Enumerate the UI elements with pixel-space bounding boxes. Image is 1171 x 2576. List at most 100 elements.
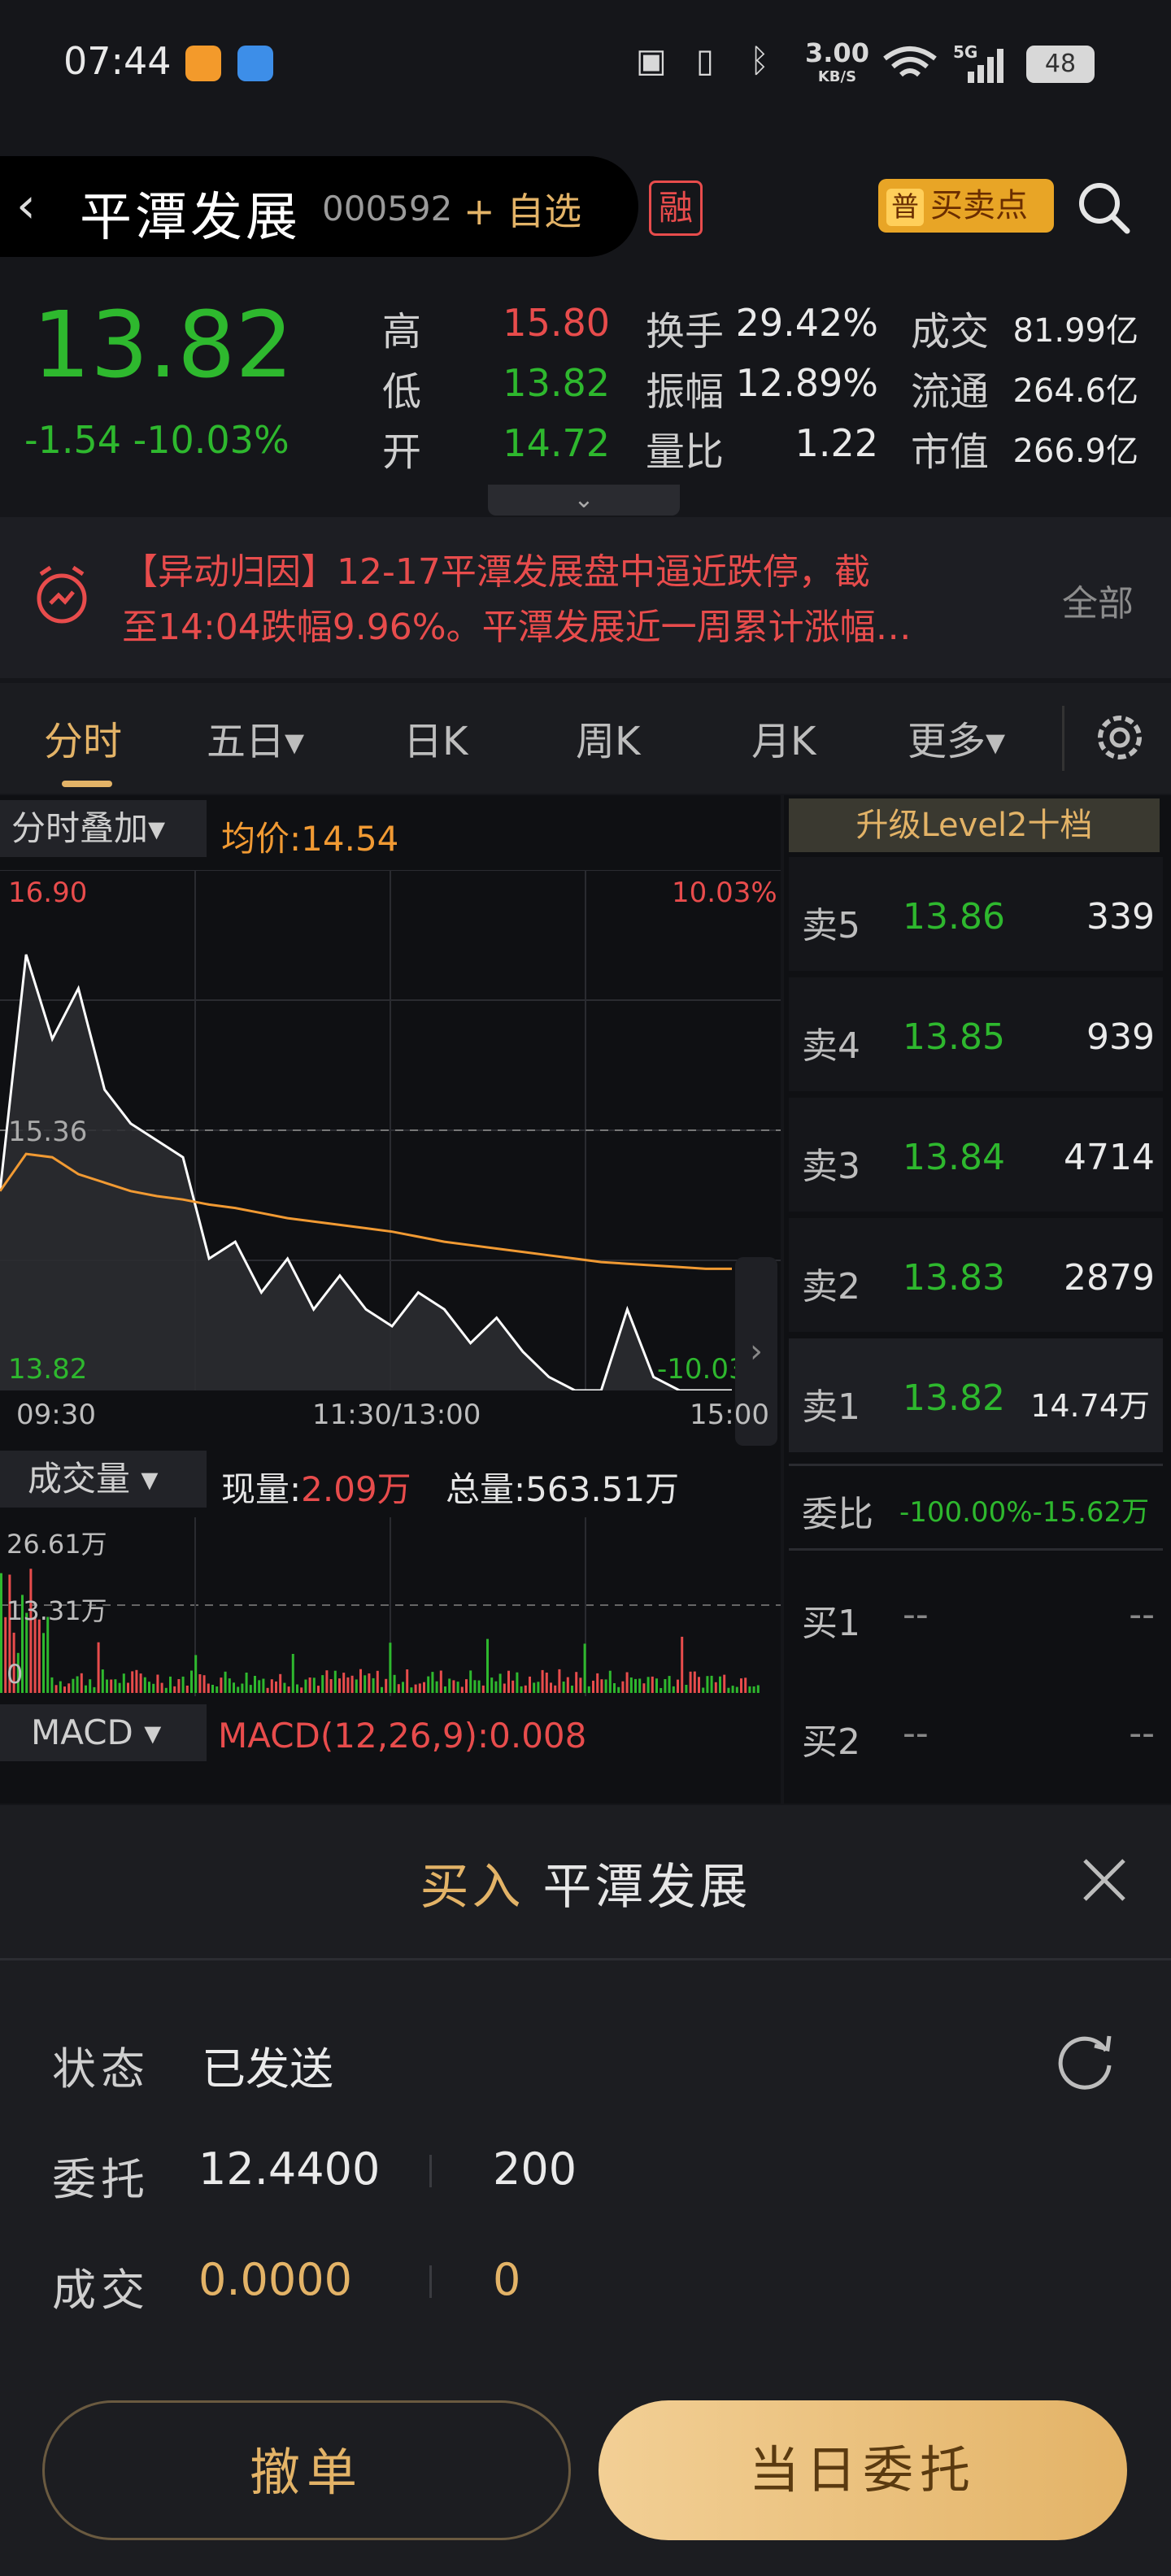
- battery-indicator: 48: [1026, 46, 1095, 83]
- ask-4-label: 卖4: [802, 1025, 860, 1067]
- y-axis-bottom-label: 13.82: [8, 1353, 88, 1386]
- ask-2-price: 13.83: [903, 1257, 1005, 1299]
- volume-bar: [554, 1685, 557, 1693]
- volume-bar: [414, 1684, 417, 1693]
- ask-row-2: [789, 1218, 1163, 1332]
- expand-quote-chevron-icon[interactable]: ⌄: [488, 485, 680, 516]
- volume-axis-mid: 13.31万: [7, 1595, 107, 1626]
- volume-bar: [76, 1676, 79, 1693]
- tab-daily-k[interactable]: 日K: [403, 719, 468, 764]
- search-icon[interactable]: [1075, 179, 1132, 236]
- volume-bar: [346, 1677, 350, 1693]
- avg-price-value: 14.54: [301, 819, 399, 859]
- news-line-2: 至14:04跌幅9.96%。平潭发展近一周累计涨幅…: [122, 607, 912, 648]
- bid-2-label: 买2: [802, 1721, 860, 1763]
- buy-sell-points-button[interactable]: 普买卖点: [878, 179, 1054, 233]
- turnover-label: 换手: [646, 309, 725, 355]
- ask-1-price: 13.82: [903, 1377, 1005, 1419]
- volume-bar: [579, 1677, 582, 1693]
- ask-3-volume: 4714: [1064, 1137, 1155, 1178]
- volume-bar: [321, 1675, 324, 1693]
- tab-more[interactable]: 更多▾: [908, 719, 1006, 764]
- change-percent: -10.03%: [133, 418, 289, 462]
- volume-bar: [368, 1673, 371, 1693]
- news-text[interactable]: 【异动归因】12-17平潭发展盘中逼近跌停，截 至14:04跌幅9.96%。平潭…: [122, 545, 1016, 655]
- cancel-order-button[interactable]: 撤单: [42, 2400, 571, 2540]
- volume-bar: [270, 1679, 273, 1693]
- volume-bar: [85, 1685, 87, 1693]
- volume-bar: [740, 1678, 742, 1693]
- bid-1-label: 买1: [802, 1603, 860, 1644]
- bid-2-volume: --: [1129, 1712, 1155, 1754]
- x-axis-mid-label: 11:30/13:00: [312, 1399, 481, 1431]
- volume-bar: [423, 1682, 425, 1693]
- sheet-divider: [0, 1958, 1171, 1960]
- upgrade-level2-button[interactable]: 升级Level2十档: [789, 798, 1160, 852]
- today-orders-button[interactable]: 当日委托: [599, 2400, 1127, 2540]
- volume-bar: [677, 1679, 679, 1693]
- volume-bar: [439, 1670, 442, 1693]
- order-ratio-value: -100.00%-15.62万: [899, 1496, 1150, 1529]
- add-watchlist-button[interactable]: + 自选: [464, 189, 582, 233]
- volume-bar: [481, 1685, 485, 1693]
- volume-bar: [545, 1673, 548, 1693]
- pct-axis-top-label: 10.03%: [672, 877, 777, 909]
- volume-bar: [494, 1681, 498, 1693]
- y-axis-mid-label: 15.36: [8, 1116, 88, 1148]
- volume-bar: [389, 1643, 392, 1693]
- volume-chart[interactable]: [0, 1517, 781, 1696]
- ask-1-label: 卖1: [802, 1386, 860, 1428]
- volume-bar: [435, 1681, 438, 1693]
- volume-bar: [241, 1683, 244, 1693]
- low-label: 低: [382, 369, 422, 415]
- wifi-icon: [883, 46, 937, 77]
- news-banner[interactable]: [0, 517, 1171, 678]
- news-all-link[interactable]: 全部: [1062, 583, 1134, 624]
- volume-bar: [634, 1678, 637, 1693]
- close-icon[interactable]: [1082, 1857, 1127, 1903]
- network-speed: 3.00 KB/S: [805, 40, 869, 89]
- volume-bar: [460, 1686, 464, 1693]
- x-axis-start-label: 09:30: [16, 1399, 96, 1431]
- volume-bar: [72, 1678, 75, 1693]
- volume-bar: [312, 1677, 316, 1693]
- back-icon[interactable]: ‹: [16, 177, 36, 234]
- ask-4-volume: 939: [1086, 1016, 1155, 1058]
- current-volume-value: 2.09万: [301, 1469, 411, 1509]
- ask-row-5: [789, 857, 1163, 971]
- tab-five-day[interactable]: 五日▾: [207, 719, 305, 764]
- volume-bar: [275, 1681, 277, 1693]
- margin-trading-badge[interactable]: 融: [649, 181, 703, 236]
- volume-indicator-selector[interactable]: 成交量 ▾: [0, 1451, 207, 1508]
- price-area-fill: [0, 954, 732, 1390]
- volume-bar: [143, 1677, 146, 1693]
- signal-bars-icon: [968, 49, 1003, 83]
- ask-row-3: [789, 1098, 1163, 1212]
- refresh-icon[interactable]: [1052, 2028, 1119, 2095]
- tab-monthly-k[interactable]: 月K: [751, 719, 816, 764]
- volume-bar: [0, 1573, 2, 1693]
- volume-bar: [723, 1674, 726, 1693]
- fill-label: 成交: [52, 2265, 150, 2316]
- overlay-selector[interactable]: 分时叠加▾: [0, 800, 207, 857]
- volume-bar: [524, 1685, 527, 1693]
- tab-weekly-k[interactable]: 周K: [576, 719, 641, 764]
- tab-intraday[interactable]: 分时: [44, 719, 123, 764]
- gear-icon[interactable]: [1090, 707, 1150, 768]
- volume-bar: [681, 1636, 684, 1693]
- volume-bar: [63, 1686, 66, 1693]
- volume-bar: [592, 1680, 594, 1693]
- volume-axis-top: 26.61万: [7, 1529, 107, 1560]
- high-value: 15.80: [503, 301, 610, 345]
- intraday-price-chart[interactable]: [0, 870, 781, 1390]
- volume-bar: [42, 1633, 45, 1693]
- volume-bar: [655, 1678, 658, 1693]
- open-value: 14.72: [503, 421, 610, 465]
- volume-bar: [325, 1670, 329, 1693]
- total-volume-value: 563.51万: [525, 1469, 680, 1509]
- volume-bar: [220, 1677, 223, 1693]
- chart-scroll-handle[interactable]: ›: [735, 1257, 777, 1446]
- volume-bar: [473, 1680, 477, 1693]
- order-separator: [429, 2155, 432, 2187]
- macd-indicator-selector[interactable]: MACD ▾: [0, 1704, 207, 1761]
